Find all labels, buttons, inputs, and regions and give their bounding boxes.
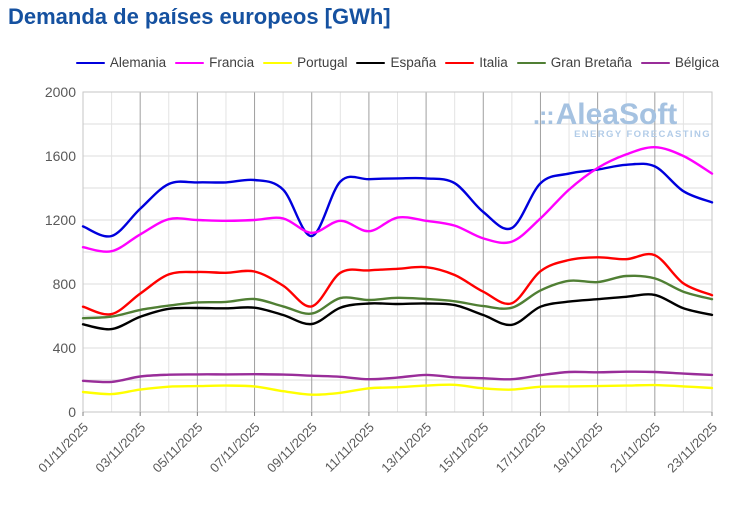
x-tick-label: 07/11/2025 xyxy=(207,420,263,476)
x-tick-label: 23/11/2025 xyxy=(664,420,720,476)
x-tick-label: 13/11/2025 xyxy=(378,420,434,476)
legend-swatch xyxy=(640,61,670,65)
series-line-francia xyxy=(81,145,714,253)
legend-item-gran-breta-a: Gran Bretaña xyxy=(516,55,632,71)
legend-item-b-lgica: Bélgica xyxy=(640,55,720,71)
series-line-espa-a xyxy=(81,293,714,331)
legend-label: Italia xyxy=(479,55,508,71)
legend-swatch xyxy=(75,61,105,65)
y-tick-label: 2000 xyxy=(45,84,76,100)
y-tick-label: 1200 xyxy=(45,212,76,228)
legend-swatch xyxy=(263,61,293,65)
aleasoft-logo-text: .::AleaSoft xyxy=(533,98,677,131)
plot-border xyxy=(82,91,713,413)
legend-swatch xyxy=(445,61,475,65)
page-title: Demanda de países europeos [GWh] xyxy=(8,4,391,29)
x-tick-label: 19/11/2025 xyxy=(550,420,606,476)
legend-item-portugal: Portugal xyxy=(263,56,347,70)
legend-label: Portugal xyxy=(297,55,348,71)
series-line-b-lgica xyxy=(81,370,714,384)
legend-item-alemania: Alemania xyxy=(75,55,167,71)
legend-swatch xyxy=(356,61,386,65)
x-tick-label: 21/11/2025 xyxy=(607,420,663,476)
series-line-portugal xyxy=(81,383,714,396)
legend-item-espa-a: España xyxy=(356,56,436,70)
x-tick-label: 17/11/2025 xyxy=(493,420,549,476)
y-tick-label: 800 xyxy=(53,276,77,292)
series-line-italia xyxy=(81,252,714,316)
x-axis-labels: 01/11/2025 03/11/2025 05/11/2025 07/11/2025… xyxy=(35,412,720,475)
series-line-gran-breta-a xyxy=(81,274,714,320)
x-tick-label: 15/11/2025 xyxy=(435,420,491,476)
legend-swatch xyxy=(516,61,546,65)
legend-label: Bélgica xyxy=(674,55,720,71)
legend-swatch xyxy=(175,61,205,65)
series-lines xyxy=(81,145,714,396)
x-tick-label: 09/11/2025 xyxy=(264,420,320,476)
y-tick-label: 400 xyxy=(53,340,77,356)
x-tick-label: 11/11/2025 xyxy=(322,420,377,475)
x-tick-label: 01/11/2025 xyxy=(35,420,91,476)
y-axis-labels: 0 400 800 1200 1600 2000 xyxy=(45,84,76,420)
legend-item-italia: Italia xyxy=(445,56,508,70)
legend-item-francia: Francia xyxy=(175,56,254,70)
x-tick-label: 05/11/2025 xyxy=(150,420,206,476)
aleasoft-tagline: ENERGY FORECASTING xyxy=(574,129,711,140)
legend-label: Francia xyxy=(209,55,255,71)
x-tick-label: 03/11/2025 xyxy=(92,420,148,476)
y-tick-label: 0 xyxy=(68,404,76,420)
legend-label: Alemania xyxy=(109,55,167,71)
y-tick-label: 1600 xyxy=(45,148,76,164)
series-line-alemania xyxy=(81,162,714,238)
legend-label: España xyxy=(390,55,437,71)
legend: Alemania Francia Portugal España Italia Gran … xyxy=(70,54,725,72)
gridlines xyxy=(82,91,713,413)
legend-label: Gran Bretaña xyxy=(550,55,632,71)
